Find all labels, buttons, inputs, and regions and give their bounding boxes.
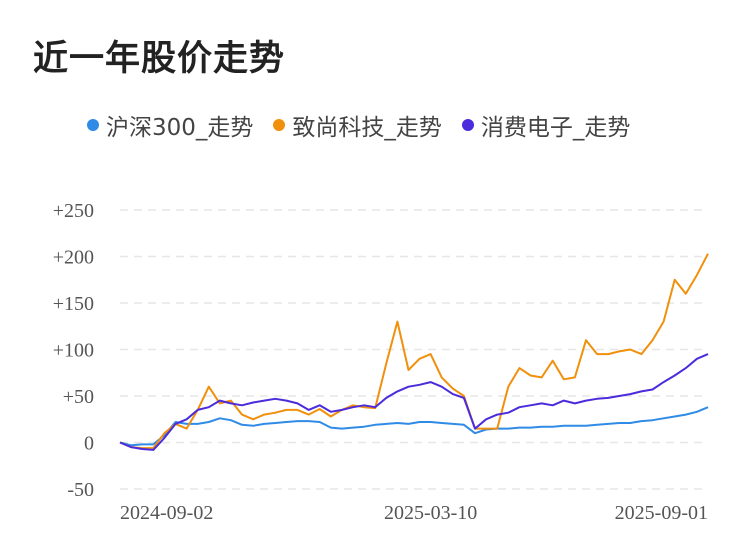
- legend-dot-zskj: [273, 119, 286, 131]
- series-line-zskj: [119, 253, 709, 450]
- legend-label-zskj: 致尚科技_走势: [292, 115, 442, 141]
- x-tick-label: 2025-03-10: [384, 502, 477, 524]
- legend-item-zskj[interactable]: 致尚科技_走势: [273, 108, 442, 142]
- y-tick-label: +200: [53, 247, 94, 269]
- y-tick-label: 0: [84, 433, 94, 455]
- legend-label-xfdz: 消费电子_走势: [480, 115, 631, 141]
- y-tick-label: +250: [53, 200, 94, 222]
- legend-dot-hs300: [87, 119, 99, 131]
- series-line-xfdz: [119, 353, 709, 451]
- y-tick-label: +50: [63, 386, 94, 408]
- y-tick-label: +100: [53, 340, 94, 362]
- legend-dot-xfdz: [461, 119, 474, 131]
- legend-label-hs300: 沪深300_走势: [106, 115, 254, 141]
- x-tick-label: 2024-09-02: [120, 502, 213, 524]
- series-line-hs300: [119, 406, 709, 447]
- legend-item-xfdz[interactable]: 消费电子_走势: [461, 108, 631, 142]
- x-tick-label: 2025-09-01: [615, 502, 708, 524]
- y-tick-label: +150: [53, 293, 94, 315]
- chart-title: 近一年股价走势: [33, 39, 286, 79]
- legend: 沪深300_走势 致尚科技_走势 消费电子_走势: [87, 108, 650, 142]
- y-tick-label: -50: [67, 479, 94, 501]
- legend-item-hs300[interactable]: 沪深300_走势: [87, 108, 253, 142]
